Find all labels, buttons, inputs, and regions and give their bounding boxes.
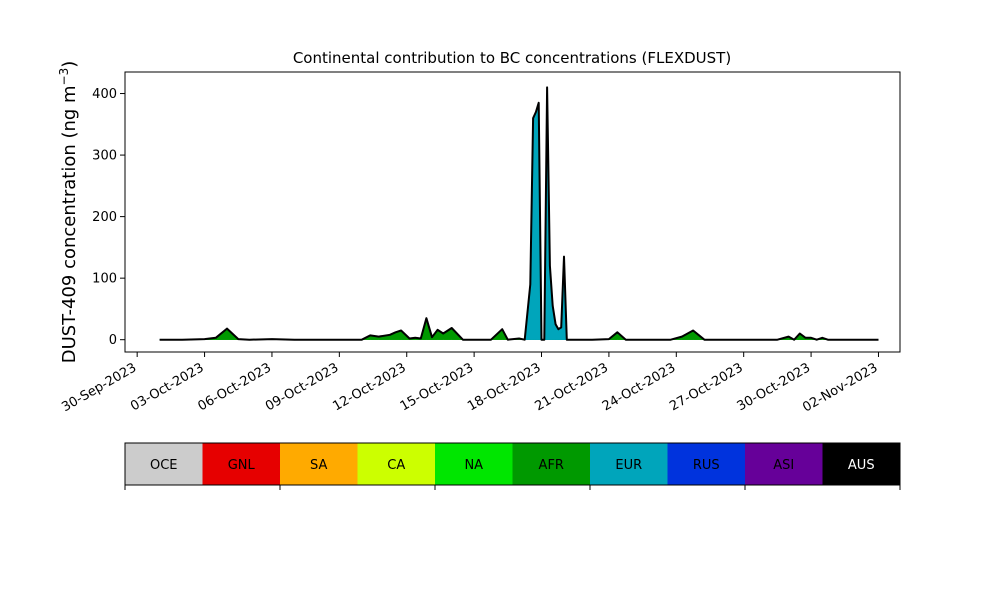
x-tick-label: 09-Oct-2023 [263, 360, 341, 414]
legend-label-afr: AFR [539, 458, 564, 473]
legend-label-sa: SA [310, 458, 327, 473]
legend-label-eur: EUR [615, 458, 642, 473]
x-tick-label: 18-Oct-2023 [465, 360, 543, 414]
y-tick-label: 300 [92, 149, 117, 164]
x-tick-label: 12-Oct-2023 [330, 360, 408, 414]
legend-frame [124, 442, 901, 486]
chart-title: Continental contribution to BC concentra… [293, 49, 731, 67]
legend-label-aus: AUS [848, 458, 875, 473]
legend-swatch-aus [822, 443, 901, 485]
x-tick-label: 15-Oct-2023 [398, 360, 476, 414]
legend-label-rus: RUS [693, 458, 720, 473]
y-axis-label-close: ) [59, 61, 80, 68]
legend-swatch-rus [667, 443, 746, 485]
plot-area [159, 86, 879, 341]
y-axis-label-exponent: −3 [57, 68, 71, 86]
x-tick-label: 02-Nov-2023 [800, 360, 880, 415]
legend-swatch-na [435, 443, 513, 485]
legend-label-gnl: GNL [228, 458, 256, 473]
legend-swatch-sa [280, 443, 358, 485]
legend-swatch-ca [357, 443, 436, 485]
x-tick-label: 24-Oct-2023 [600, 360, 678, 414]
legend-swatch-eur [590, 443, 668, 485]
y-tick-label: 100 [92, 272, 117, 287]
legend-label-oce: OCE [150, 458, 178, 473]
legend-swatch-gnl [202, 443, 281, 485]
y-axis-label-main: DUST-409 concentration (ng m [59, 85, 80, 363]
legend: OCE GNL SA CA NA AFR EUR RUS ASI AUS [124, 442, 901, 490]
legend-label-ca: CA [387, 458, 405, 473]
legend-swatch-asi [745, 443, 823, 485]
legend-label-asi: ASI [773, 458, 794, 473]
y-tick-label: 0 [109, 333, 117, 348]
x-tick-label: 03-Oct-2023 [128, 360, 206, 414]
y-axis-label: DUST-409 concentration (ng m−3) [57, 61, 80, 364]
legend-swatch-oce [125, 443, 203, 485]
x-tick-label: 30-Sep-2023 [59, 360, 139, 415]
legend-swatch-afr [512, 443, 591, 485]
series-area-eur [159, 103, 879, 341]
x-tick-label: 27-Oct-2023 [667, 360, 745, 414]
series-area-afr [159, 317, 879, 341]
x-tick-label: 06-Oct-2023 [196, 360, 274, 414]
plot-frame [124, 71, 901, 353]
axes: 0 100 200 300 400 30-Sep-202303-Oct-202306-Oc… [59, 87, 880, 415]
x-tick-label: 21-Oct-2023 [533, 360, 611, 414]
legend-label-na: NA [464, 458, 483, 473]
y-tick-label: 200 [92, 210, 117, 225]
total-line [159, 86, 879, 341]
y-tick-label: 400 [92, 87, 117, 102]
